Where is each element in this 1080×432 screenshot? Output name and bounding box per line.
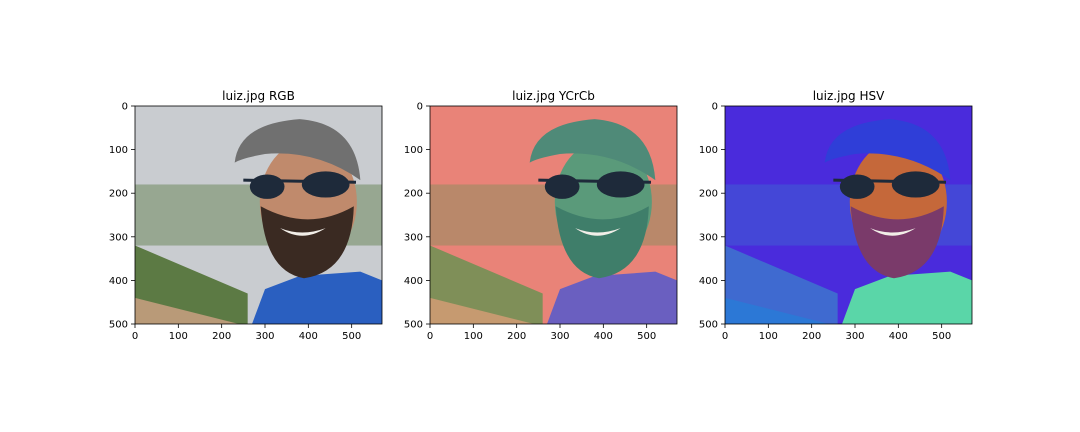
y-tick-label: 0	[122, 102, 128, 113]
x-tick-label: 0	[427, 331, 433, 342]
x-tick-label: 100	[464, 331, 483, 342]
x-tick-label: 0	[132, 331, 138, 342]
y-tick-label: 500	[404, 320, 423, 331]
axes-frame-rgb	[134, 105, 383, 325]
y-tick-label: 300	[699, 232, 718, 243]
photo-smile	[280, 228, 326, 236]
axes-frame-ycrcb	[429, 105, 678, 325]
photo-ycrcb	[430, 106, 677, 324]
photo-smile	[870, 228, 916, 236]
y-tick-label: 500	[699, 320, 718, 331]
x-tick-label: 500	[932, 331, 951, 342]
y-tick-label: 100	[699, 145, 718, 156]
photo-cap	[824, 119, 951, 181]
photo-beard	[555, 206, 649, 279]
photo-hsv	[725, 106, 972, 324]
photo-smile	[575, 228, 621, 236]
x-tick-label: 500	[342, 331, 361, 342]
photo-glasses-frame	[243, 178, 357, 184]
photo-lens-left	[839, 174, 875, 199]
y-tick-label: 100	[404, 145, 423, 156]
x-tick-label: 500	[637, 331, 656, 342]
x-tick-label: 300	[845, 331, 864, 342]
x-tick-label: 200	[212, 331, 231, 342]
photo-lens-right	[301, 171, 350, 198]
photo-hillside	[135, 245, 248, 324]
panel-title-rgb: luiz.jpg RGB	[222, 89, 295, 103]
y-tick-label: 200	[699, 189, 718, 200]
panel-ycrcb: luiz.jpg YCrCb 0 100 200 300 400 500 0 100 200 300…	[404, 89, 678, 342]
photo-shirt	[252, 271, 382, 324]
x-tick-label: 300	[255, 331, 274, 342]
photo-shirt	[547, 271, 677, 324]
y-tick-label: 400	[699, 276, 718, 287]
x-tick-label: 200	[507, 331, 526, 342]
y-tick-label: 0	[712, 102, 718, 113]
photo-beard	[850, 206, 944, 279]
x-tick-label: 100	[759, 331, 778, 342]
photo-cap	[234, 119, 361, 181]
photo-hillside	[430, 245, 543, 324]
photo-lens-right	[891, 171, 940, 198]
x-tick-label: 300	[550, 331, 569, 342]
photo-beard	[260, 206, 354, 279]
axes-frame-hsv	[724, 105, 973, 325]
x-tick-label: 400	[299, 331, 318, 342]
x-tick-label: 400	[594, 331, 613, 342]
panel-title-hsv: luiz.jpg HSV	[813, 89, 885, 103]
y-tick-label: 200	[109, 189, 128, 200]
photo-glasses-frame	[538, 178, 652, 184]
photo-ground	[430, 297, 534, 324]
panel-rgb: luiz.jpg RGB 0 100 200 300 400 500 0 100 200 300 40…	[109, 89, 383, 342]
panel-hsv: luiz.jpg HSV 0 100 200 300 400 500 0 100 200 300 40…	[699, 89, 973, 342]
y-tick-label: 0	[417, 102, 423, 113]
panel-title-ycrcb: luiz.jpg YCrCb	[512, 89, 595, 103]
y-tick-label: 400	[109, 276, 128, 287]
photo-shirt	[842, 271, 972, 324]
photo-lens-left	[544, 174, 580, 199]
x-tick-label: 400	[889, 331, 908, 342]
photo-lens-right	[596, 171, 645, 198]
y-tick-label: 200	[404, 189, 423, 200]
x-tick-label: 0	[722, 331, 728, 342]
photo-lens-left	[249, 174, 285, 199]
photo-ground	[135, 297, 239, 324]
photo-ground	[725, 297, 829, 324]
x-tick-label: 200	[802, 331, 821, 342]
y-tick-label: 300	[109, 232, 128, 243]
y-tick-label: 400	[404, 276, 423, 287]
y-tick-label: 500	[109, 320, 128, 331]
y-tick-label: 300	[404, 232, 423, 243]
x-tick-label: 100	[169, 331, 188, 342]
photo-glasses-frame	[833, 178, 947, 184]
photo-rgb	[135, 106, 382, 324]
y-tick-label: 100	[109, 145, 128, 156]
photo-hillside	[725, 245, 838, 324]
photo-cap	[529, 119, 656, 181]
